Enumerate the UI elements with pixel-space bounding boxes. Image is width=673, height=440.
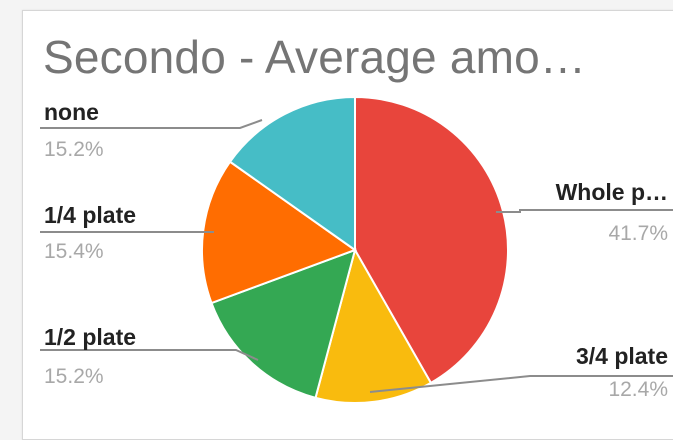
pie-slice-quarter xyxy=(201,160,358,305)
leader-lines xyxy=(40,119,673,393)
leader-line-whole xyxy=(496,209,673,213)
pct-quarter: 15.4% xyxy=(44,240,104,263)
label-none: none xyxy=(44,99,99,125)
label-quarter: 1/4 plate xyxy=(44,202,136,228)
pie-slice-whole xyxy=(354,95,509,385)
leader-line-half xyxy=(40,349,259,361)
pie-slice-half xyxy=(210,248,357,400)
pct-none: 15.2% xyxy=(44,138,104,161)
leader-line-three-quarter xyxy=(369,375,673,393)
pie-slices xyxy=(201,95,509,404)
pie-slice-none xyxy=(228,95,356,252)
chart-title: Secondo - Average amo… xyxy=(43,31,587,83)
pie-chart: Whole p… 41.7% 3/4 plate 12.4% 1/2 plate… xyxy=(40,95,673,404)
label-three-quarter: 3/4 plate xyxy=(576,343,668,369)
label-half: 1/2 plate xyxy=(44,324,136,350)
leader-line-none xyxy=(40,119,263,129)
label-whole: Whole p… xyxy=(556,179,668,205)
pct-three-quarter: 12.4% xyxy=(608,378,668,401)
pct-half: 15.2% xyxy=(44,365,104,388)
pct-whole: 41.7% xyxy=(608,222,668,245)
